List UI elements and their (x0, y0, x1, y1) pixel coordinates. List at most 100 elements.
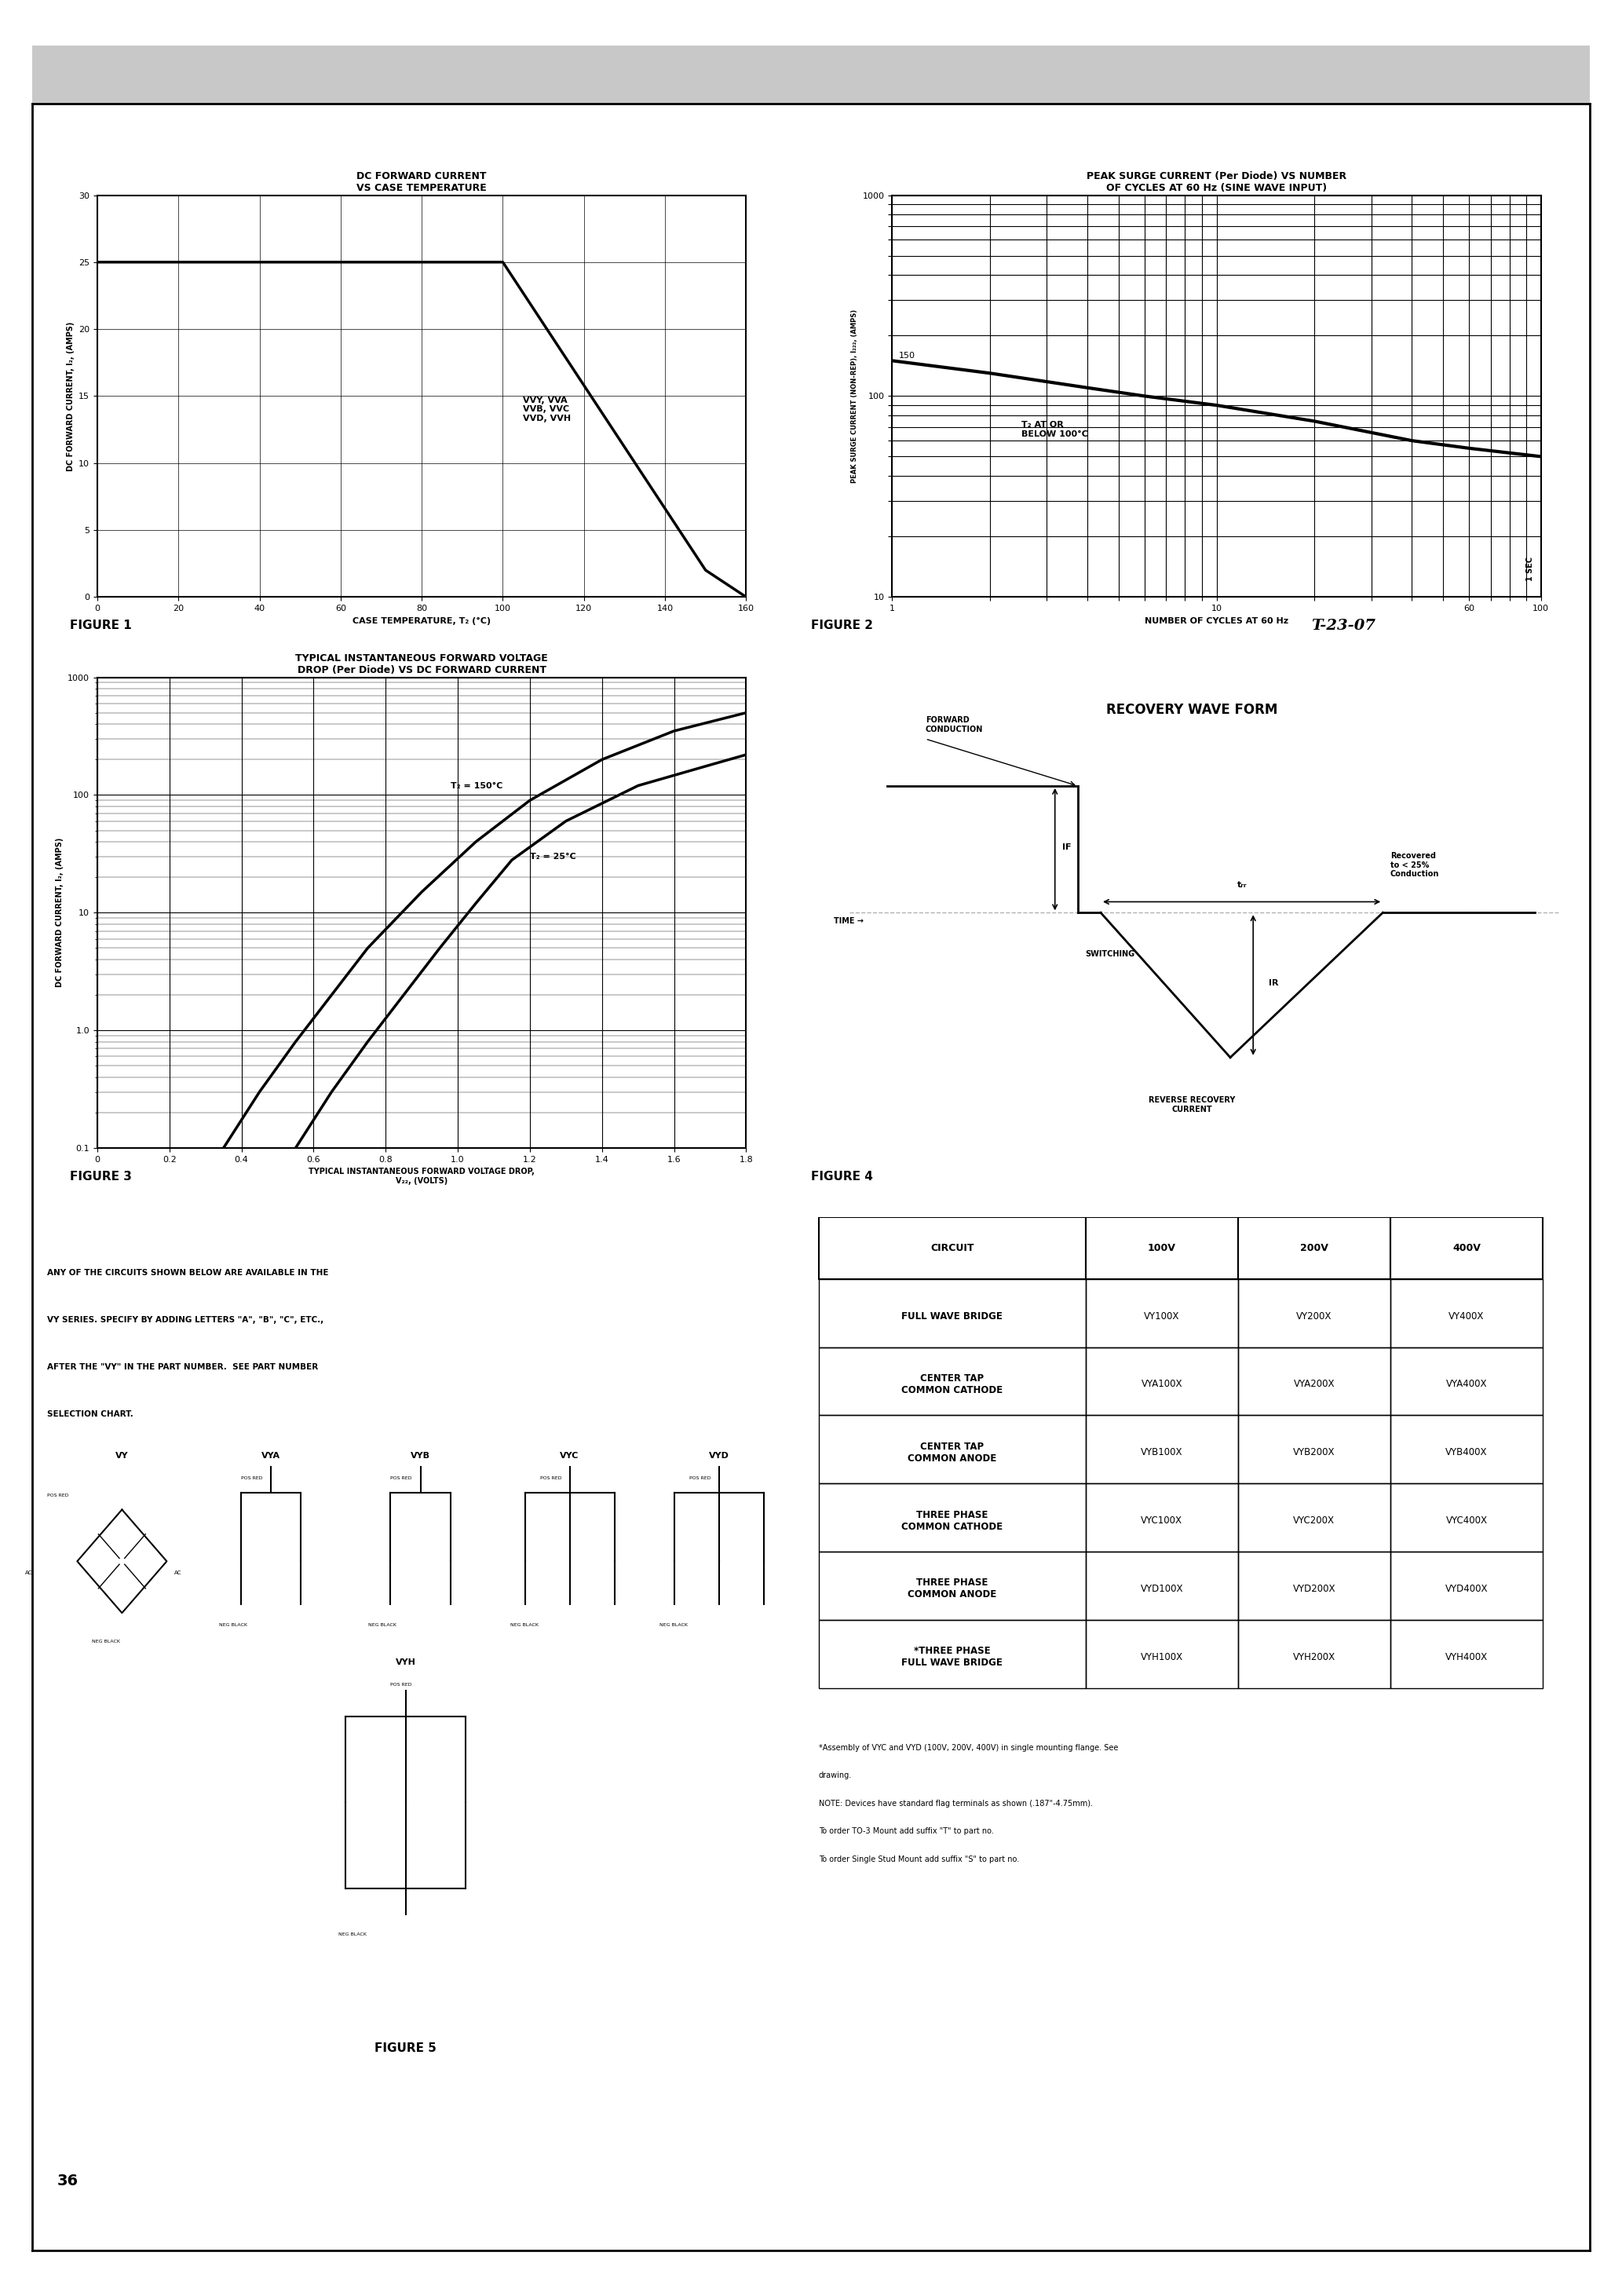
Bar (1085, 1621, 1238, 1688)
X-axis label: TYPICAL INSTANTANEOUS FORWARD VOLTAGE DROP,
V₂₂, (VOLTS): TYPICAL INSTANTANEOUS FORWARD VOLTAGE DR… (308, 1169, 535, 1185)
Text: To order Single Stud Mount add suffix "S" to part no.: To order Single Stud Mount add suffix "S… (819, 1855, 1019, 1864)
Text: CENTER TAP
COMMON CATHODE: CENTER TAP COMMON CATHODE (902, 1373, 1002, 1396)
Text: FIGURE 3: FIGURE 3 (70, 1171, 131, 1182)
Text: VYH: VYH (396, 1658, 415, 1667)
Text: VYD200X: VYD200X (1293, 1584, 1335, 1593)
Bar (1238, 1414, 1390, 1483)
Text: 200V: 200V (1301, 1242, 1328, 1254)
Bar (1238, 1483, 1390, 1552)
Text: RECOVERY WAVE FORM: RECOVERY WAVE FORM (1106, 703, 1278, 716)
Text: VYD: VYD (709, 1451, 728, 1460)
Text: FIGURE 1: FIGURE 1 (70, 620, 131, 631)
Text: NOTE: Devices have standard flag terminals as shown (.187"-4.75mm).: NOTE: Devices have standard flag termina… (819, 1800, 1093, 1807)
Text: THREE PHASE
COMMON CATHODE: THREE PHASE COMMON CATHODE (902, 1511, 1002, 1531)
Text: POS RED: POS RED (391, 1476, 412, 1481)
Y-axis label: DC FORWARD CURRENT, I₂, (AMPS): DC FORWARD CURRENT, I₂, (AMPS) (67, 321, 75, 471)
Text: VYH100X: VYH100X (1140, 1651, 1182, 1662)
Text: FORWARD
CONDUCTION: FORWARD CONDUCTION (925, 716, 983, 732)
Y-axis label: PEAK SURGE CURRENT (NON-REP), I₂₂₂, (AMPS): PEAK SURGE CURRENT (NON-REP), I₂₂₂, (AMP… (852, 310, 858, 482)
Text: POS RED: POS RED (689, 1476, 710, 1481)
Text: NEG BLACK: NEG BLACK (368, 1623, 396, 1626)
Text: VYB400X: VYB400X (1445, 1446, 1487, 1458)
Text: VYC: VYC (560, 1451, 579, 1460)
Text: VY SERIES. SPECIFY BY ADDING LETTERS "A", "B", "C", ETC.,: VY SERIES. SPECIFY BY ADDING LETTERS "A"… (47, 1316, 324, 1325)
Text: FULL WAVE BRIDGE: FULL WAVE BRIDGE (902, 1311, 1002, 1320)
Text: IR: IR (1268, 978, 1278, 987)
X-axis label: NUMBER OF CYCLES AT 60 Hz: NUMBER OF CYCLES AT 60 Hz (1145, 618, 1288, 625)
Text: 100V: 100V (1148, 1242, 1176, 1254)
Text: VYB100X: VYB100X (1140, 1446, 1182, 1458)
X-axis label: CASE TEMPERATURE, T₂ (°C): CASE TEMPERATURE, T₂ (°C) (352, 618, 491, 625)
Bar (1085, 1483, 1238, 1552)
Bar (819, 1279, 1085, 1348)
Text: T₂ = 150°C: T₂ = 150°C (451, 781, 503, 790)
Text: AFTER THE "VY" IN THE PART NUMBER.  SEE PART NUMBER: AFTER THE "VY" IN THE PART NUMBER. SEE P… (47, 1364, 318, 1371)
Text: *THREE PHASE
FULL WAVE BRIDGE: *THREE PHASE FULL WAVE BRIDGE (902, 1646, 1002, 1667)
Text: CENTER TAP
COMMON ANODE: CENTER TAP COMMON ANODE (908, 1442, 996, 1463)
Text: VYC400X: VYC400X (1445, 1515, 1487, 1527)
Text: VYB200X: VYB200X (1293, 1446, 1335, 1458)
Text: drawing.: drawing. (819, 1773, 852, 1779)
Text: 150: 150 (899, 351, 915, 360)
Bar (1390, 1348, 1543, 1414)
Text: CIRCUIT: CIRCUIT (931, 1242, 973, 1254)
Bar (1085, 1552, 1238, 1621)
Text: VYC200X: VYC200X (1293, 1515, 1335, 1527)
Text: ANY OF THE CIRCUITS SHOWN BELOW ARE AVAILABLE IN THE: ANY OF THE CIRCUITS SHOWN BELOW ARE AVAI… (47, 1267, 329, 1277)
Text: T₂ = 25°C: T₂ = 25°C (530, 852, 576, 861)
Bar (1238, 1621, 1390, 1688)
Bar (1238, 1217, 1390, 1279)
Text: NEG BLACK: NEG BLACK (219, 1623, 247, 1626)
Bar (819, 1483, 1085, 1552)
Text: REVERSE RECOVERY
CURRENT: REVERSE RECOVERY CURRENT (1148, 1097, 1236, 1114)
Text: tᵣᵣ: tᵣᵣ (1238, 882, 1247, 889)
Text: 1 SEC: 1 SEC (1526, 556, 1534, 581)
Text: T₂ AT OR
BELOW 100°C: T₂ AT OR BELOW 100°C (1022, 420, 1088, 439)
Text: T-23-07: T-23-07 (1312, 618, 1375, 634)
Text: VYA200X: VYA200X (1293, 1380, 1335, 1389)
Bar (1390, 1414, 1543, 1483)
Bar (1238, 1552, 1390, 1621)
Text: SWITCHING: SWITCHING (1085, 951, 1135, 957)
Title: PEAK SURGE CURRENT (Per Diode) VS NUMBER
OF CYCLES AT 60 Hz (SINE WAVE INPUT): PEAK SURGE CURRENT (Per Diode) VS NUMBER… (1087, 172, 1346, 193)
Bar (819, 1552, 1085, 1621)
Bar (1085, 1348, 1238, 1414)
Text: VYD100X: VYD100X (1140, 1584, 1182, 1593)
Text: VY200X: VY200X (1296, 1311, 1332, 1320)
Bar (1390, 1217, 1543, 1279)
Text: NEG BLACK: NEG BLACK (659, 1623, 688, 1626)
Text: 400V: 400V (1453, 1242, 1481, 1254)
Text: POS RED: POS RED (47, 1495, 70, 1497)
Bar (1238, 1279, 1390, 1348)
Text: AC: AC (174, 1570, 182, 1575)
Text: VY400X: VY400X (1448, 1311, 1484, 1320)
Text: VYB: VYB (410, 1451, 430, 1460)
Text: VYD400X: VYD400X (1445, 1584, 1487, 1593)
Text: VYA100X: VYA100X (1140, 1380, 1182, 1389)
Bar (1390, 1552, 1543, 1621)
Text: FIGURE 4: FIGURE 4 (811, 1171, 873, 1182)
Text: NEG BLACK: NEG BLACK (509, 1623, 539, 1626)
Text: IF: IF (1062, 843, 1072, 852)
Text: VY100X: VY100X (1144, 1311, 1179, 1320)
Text: POS RED: POS RED (540, 1476, 561, 1481)
Text: VYA400X: VYA400X (1445, 1380, 1487, 1389)
Bar (1085, 1217, 1238, 1279)
Text: POS RED: POS RED (242, 1476, 263, 1481)
Text: To order TO-3 Mount add suffix "T" to part no.: To order TO-3 Mount add suffix "T" to pa… (819, 1828, 994, 1835)
Text: VY: VY (115, 1451, 128, 1460)
Bar (819, 1621, 1085, 1688)
Text: TIME →: TIME → (834, 916, 863, 925)
Bar (1085, 1279, 1238, 1348)
Bar (819, 1348, 1085, 1414)
Text: SELECTION CHART.: SELECTION CHART. (47, 1410, 133, 1419)
Text: Recovered
to < 25%
Conduction: Recovered to < 25% Conduction (1390, 852, 1439, 877)
Text: VYH400X: VYH400X (1445, 1651, 1487, 1662)
Text: VYH200X: VYH200X (1293, 1651, 1335, 1662)
Bar (1390, 1621, 1543, 1688)
Text: THREE PHASE
COMMON ANODE: THREE PHASE COMMON ANODE (908, 1577, 996, 1600)
Text: POS RED: POS RED (391, 1683, 412, 1688)
Bar (819, 1217, 1085, 1279)
Bar (1238, 1348, 1390, 1414)
Text: NEG BLACK: NEG BLACK (339, 1933, 367, 1936)
